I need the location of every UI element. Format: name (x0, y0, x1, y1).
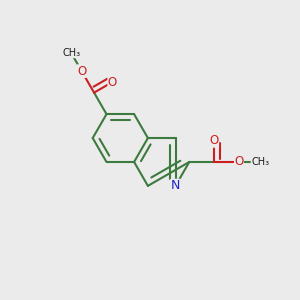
Text: CH₃: CH₃ (251, 157, 269, 167)
Text: O: O (234, 155, 244, 169)
Text: N: N (171, 179, 180, 192)
Text: O: O (209, 134, 219, 147)
Text: CH₃: CH₃ (62, 48, 80, 58)
Text: O: O (108, 76, 117, 88)
Text: O: O (77, 64, 86, 78)
